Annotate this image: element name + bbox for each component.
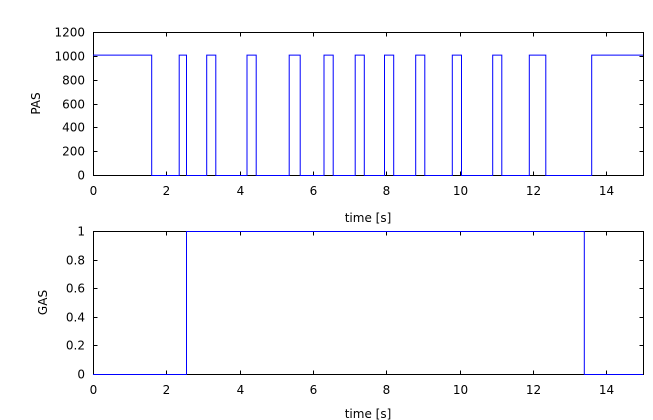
y-tick-label: 0	[77, 368, 85, 382]
x-tick-label: 6	[310, 383, 318, 397]
x-tick-label: 12	[526, 383, 541, 397]
x-tick-label: 14	[599, 184, 614, 198]
y-tick-label: 0.2	[66, 339, 85, 353]
x-tick-label: 2	[163, 184, 171, 198]
x-tick-label: 14	[599, 383, 614, 397]
y-tick-label: 1200	[54, 26, 85, 40]
x-tick-label: 10	[453, 184, 468, 198]
chart-panel-pas: 0 2 4 6 8 10 12 14 0 200 400 600 800 1000 1200 time [s]…	[29, 26, 644, 225]
x-tick-label: 10	[453, 383, 468, 397]
x-tick-label: 0	[90, 184, 98, 198]
x-tick-label: 8	[383, 383, 391, 397]
x-tick-label: 4	[237, 383, 245, 397]
plot-frame	[93, 231, 644, 375]
y-axis-label: GAS	[36, 290, 50, 315]
series-line-pas	[93, 54, 643, 176]
series-line-gas	[93, 231, 643, 375]
chart-panel-gas: 0 2 4 6 8 10 12 14 0 0.2 0.4 0.6 0.8 1 time [s] GAS	[36, 225, 644, 420]
plot-frame	[93, 32, 644, 176]
y-tick-label: 1	[77, 225, 85, 239]
y-axis-label: PAS	[29, 92, 43, 114]
x-tick-label: 8	[383, 184, 391, 198]
x-tick-label: 2	[163, 383, 171, 397]
y-tick-label: 0	[77, 169, 85, 183]
y-tick-label: 800	[62, 74, 85, 88]
x-tick-label: 6	[310, 184, 318, 198]
y-tick-label: 200	[62, 145, 85, 159]
y-tick-label: 0.4	[66, 311, 85, 325]
x-axis-label: time [s]	[345, 407, 392, 420]
x-axis-label: time [s]	[345, 211, 392, 225]
y-tick-label: 400	[62, 121, 85, 135]
x-tick-label: 12	[526, 184, 541, 198]
x-tick-label: 4	[237, 184, 245, 198]
y-tick-label: 0.8	[66, 254, 85, 268]
y-tick-label: 0.6	[66, 282, 85, 296]
x-tick-label: 0	[90, 383, 98, 397]
y-tick-label: 1000	[54, 50, 85, 64]
y-tick-label: 600	[62, 98, 85, 112]
